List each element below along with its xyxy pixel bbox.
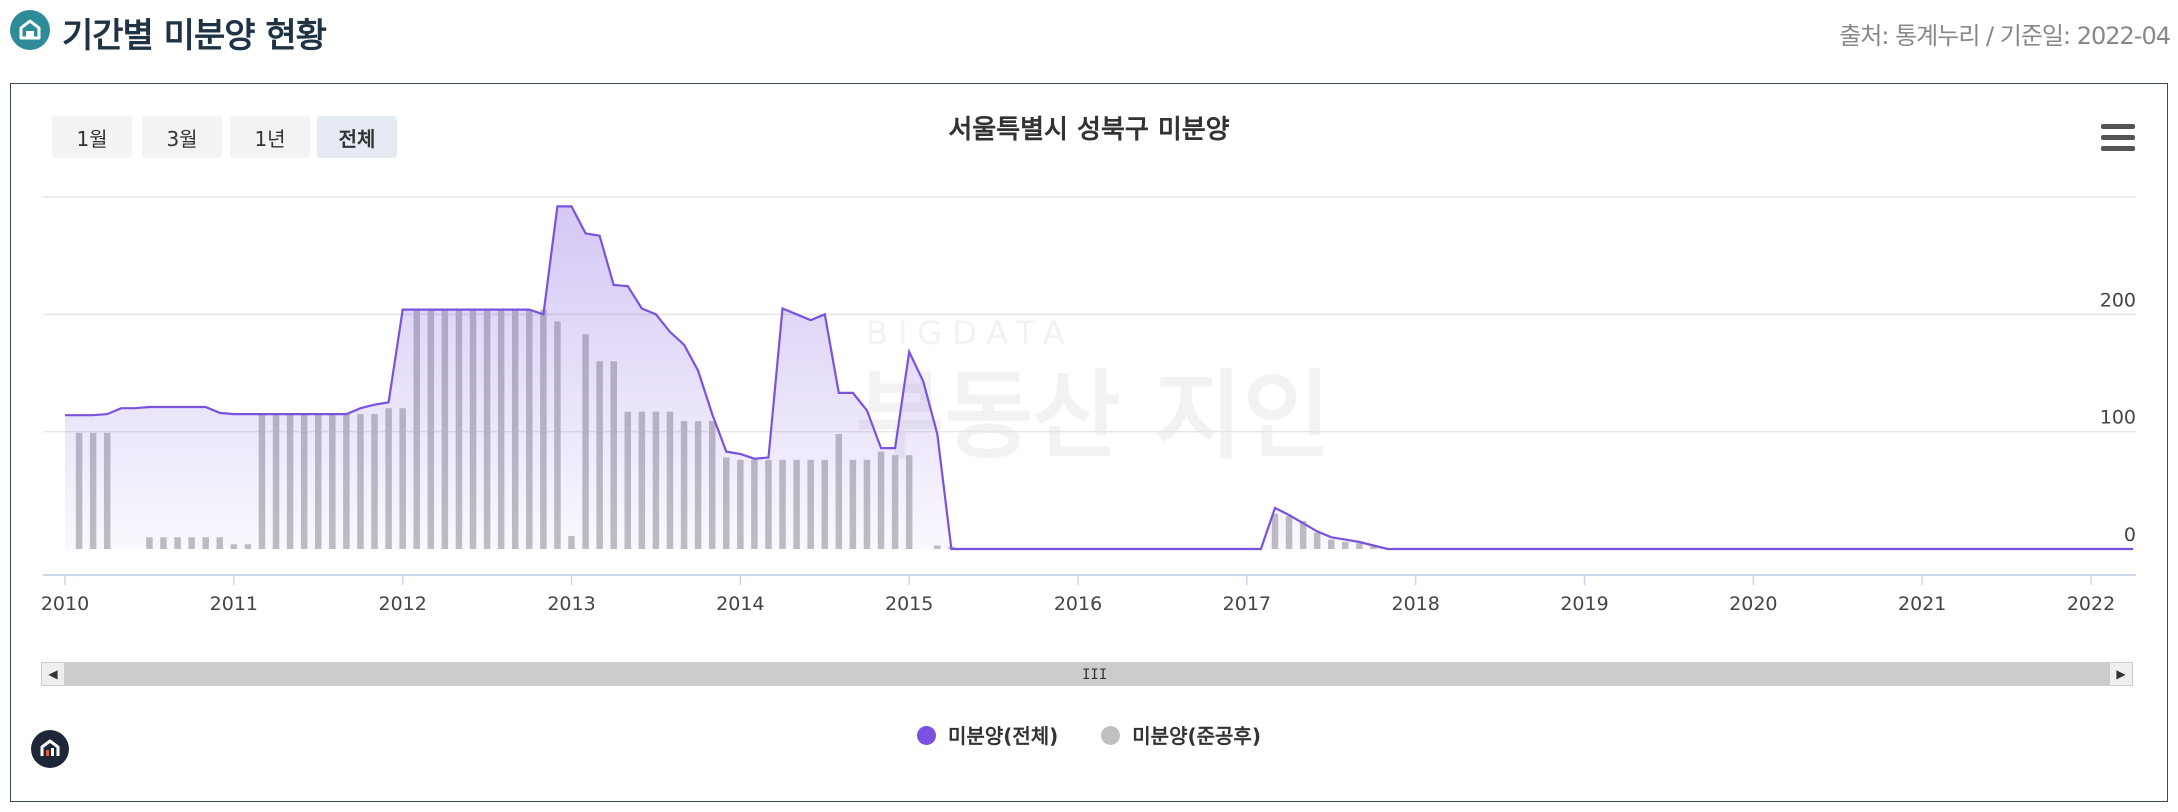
x-tick-label: 2020 [1729,593,1777,615]
y-tick-label: 100 [2100,407,2136,429]
area-fill-total [65,206,2134,549]
scroll-grip[interactable]: III [1082,667,1108,683]
range-button-3m[interactable]: 3월 [142,116,222,158]
range-scrollbar[interactable]: ◀ III ▶ [41,662,2133,686]
legend-item-total[interactable]: 미분양(전체) [917,720,1058,749]
legend: 미분양(전체) 미분양(준공후) [11,720,2167,749]
line-total [65,205,2134,551]
scroll-left-arrow-icon[interactable]: ◀ [41,662,65,686]
chart-title: 서울특별시 성북구 미분양 [948,115,1230,145]
x-tick-label: 2013 [547,593,595,615]
x-tick-label: 2016 [1054,593,1102,615]
x-tick-label: 2022 [2067,593,2115,615]
x-tick-label: 2012 [378,593,426,615]
brand-logo-icon [31,730,69,768]
svg-text:BIGDATA: BIGDATA [866,314,1075,352]
page-title: 기간별 미분양 현황 [62,16,327,56]
gray-dot-icon [1101,726,1121,745]
source-text: 출처: 통계누리 / 기준일: 2022-04 [1839,22,2171,50]
scroll-right-arrow-icon[interactable]: ▶ [2109,662,2133,686]
range-button-1m[interactable]: 1월 [52,116,132,158]
x-tick-label: 2019 [1560,593,1608,615]
x-tick-label: 2017 [1223,593,1271,615]
x-tick-label: 2014 [716,593,764,615]
home-logo-icon [10,10,50,50]
purple-dot-icon [917,726,937,745]
hamburger-menu-icon[interactable] [2101,124,2135,152]
x-tick-label: 2021 [1898,593,1946,615]
x-tick-label: 2018 [1391,593,1439,615]
header: 기간별 미분양 현황 출처: 통계누리 / 기준일: 2022-04 [0,0,2178,70]
x-tick-label: 2010 [41,593,89,615]
range-button-all[interactable]: 전체 [317,116,397,158]
chart-panel: BIGDATA 부동산 지인 1월 3월 1년 전체 서울특별시 성북구 미분양… [10,83,2168,802]
x-tick-label: 2015 [885,593,933,615]
legend-item-completed[interactable]: 미분양(준공후) [1101,720,1261,749]
y-tick-label: 200 [2100,289,2136,311]
x-tick-label: 2011 [210,593,258,615]
chart-plot: 200 100 0 2010 2011 2012 2013 2014 2015 2016 2017… [41,196,2136,615]
y-tick-label: 0 [2124,524,2136,546]
range-button-1y[interactable]: 1년 [230,116,310,158]
